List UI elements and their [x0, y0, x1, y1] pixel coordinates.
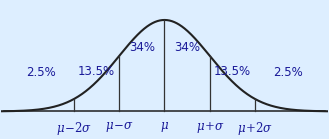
Text: $\mu\!-\!\sigma$: $\mu\!-\!\sigma$ — [105, 120, 134, 134]
Text: $\mu\!+\!\sigma$: $\mu\!+\!\sigma$ — [195, 120, 224, 135]
Text: 13.5%: 13.5% — [214, 65, 251, 78]
Text: $\mu\!+\!2\sigma$: $\mu\!+\!2\sigma$ — [237, 120, 273, 137]
Text: 2.5%: 2.5% — [273, 66, 303, 79]
Text: 34%: 34% — [129, 41, 155, 54]
Text: $\mu$: $\mu$ — [160, 120, 169, 134]
Text: 34%: 34% — [174, 41, 200, 54]
Text: $\mu\!-\!2\sigma$: $\mu\!-\!2\sigma$ — [56, 120, 92, 137]
Text: 13.5%: 13.5% — [78, 65, 115, 78]
Text: 2.5%: 2.5% — [26, 66, 56, 79]
